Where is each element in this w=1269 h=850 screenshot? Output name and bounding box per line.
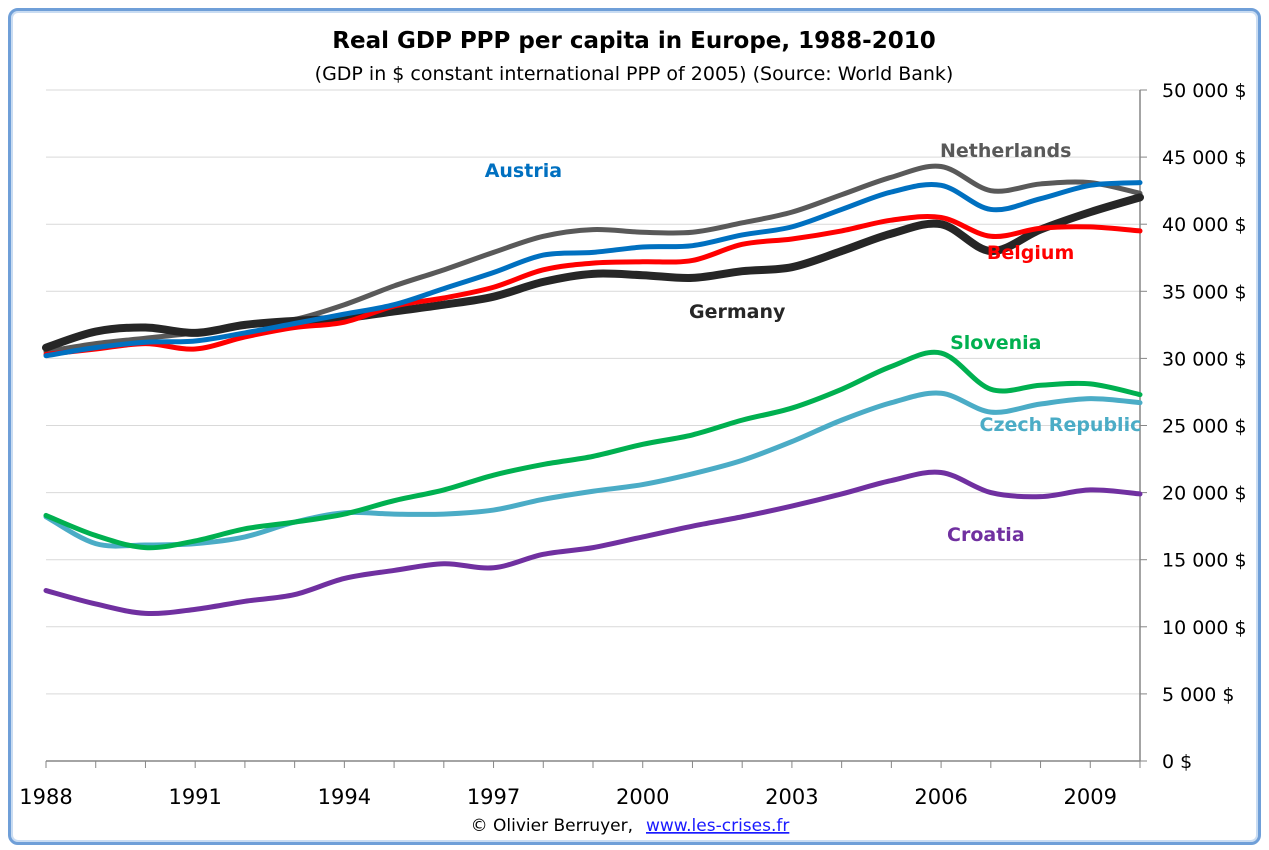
y-tick-label: 0 $ bbox=[1162, 751, 1192, 773]
y-tick-label: 15 000 $ bbox=[1162, 550, 1247, 572]
x-tick-label: 2006 bbox=[914, 785, 967, 809]
gridlines bbox=[46, 89, 1140, 695]
x-tick-label: 1991 bbox=[168, 785, 221, 809]
x-tick-label: 2009 bbox=[1064, 785, 1117, 809]
y-tick-label: 10 000 $ bbox=[1162, 617, 1247, 639]
series-line-germany bbox=[42, 193, 1144, 352]
chart-frame bbox=[8, 8, 1261, 845]
x-tick-label: 1997 bbox=[467, 785, 520, 809]
x-tick-label: 2000 bbox=[616, 785, 669, 809]
y-tick-label: 20 000 $ bbox=[1162, 483, 1247, 505]
y-tick-label: 50 000 $ bbox=[1162, 80, 1247, 102]
series-line-austria bbox=[43, 180, 1143, 359]
x-tick-label: 1994 bbox=[318, 785, 371, 809]
series-line-czech-republic bbox=[43, 390, 1143, 549]
series-line-croatia bbox=[43, 469, 1143, 617]
series-label-croatia: Croatia bbox=[947, 524, 1025, 546]
series-lines bbox=[42, 163, 1144, 617]
series-label-czech-republic: Czech Republic bbox=[980, 414, 1142, 436]
y-tick-label: 40 000 $ bbox=[1162, 214, 1247, 236]
series-label-belgium: Belgium bbox=[987, 242, 1074, 264]
y-tick-label: 25 000 $ bbox=[1162, 416, 1247, 438]
series-labels: Netherlands Austria Belgium Germany Slovenia… bbox=[485, 140, 1142, 546]
series-label-netherlands: Netherlands bbox=[940, 140, 1071, 162]
x-axis-ticks: 1988 1991 1994 1997 2000 2003 2006 2009 bbox=[19, 761, 1141, 809]
series-line-netherlands bbox=[43, 163, 1143, 355]
credit-link[interactable]: www.les-crises.fr bbox=[646, 816, 789, 836]
series-label-slovenia: Slovenia bbox=[950, 332, 1041, 354]
series-label-germany: Germany bbox=[689, 301, 786, 323]
chart-title: Real GDP PPP per capita in Europe, 1988-… bbox=[332, 28, 935, 54]
x-tick-label: 2003 bbox=[765, 785, 818, 809]
credit-text: © Olivier Berruyer, bbox=[471, 816, 633, 836]
y-tick-label: 30 000 $ bbox=[1162, 348, 1247, 370]
series-label-austria: Austria bbox=[485, 160, 562, 182]
series-line-slovenia bbox=[43, 349, 1143, 551]
y-tick-label: 5 000 $ bbox=[1162, 684, 1235, 706]
chart-subtitle: (GDP in $ constant international PPP of … bbox=[315, 63, 954, 85]
y-axis-ticks: 0 $ 5 000 $ 10 000 $ 15 000 $ 20 000 $ 25 000… bbox=[1140, 80, 1247, 773]
series-line-belgium bbox=[43, 213, 1143, 357]
x-tick-label: 1988 bbox=[19, 785, 72, 809]
y-tick-label: 35 000 $ bbox=[1162, 281, 1247, 303]
y-tick-label: 45 000 $ bbox=[1162, 147, 1247, 169]
